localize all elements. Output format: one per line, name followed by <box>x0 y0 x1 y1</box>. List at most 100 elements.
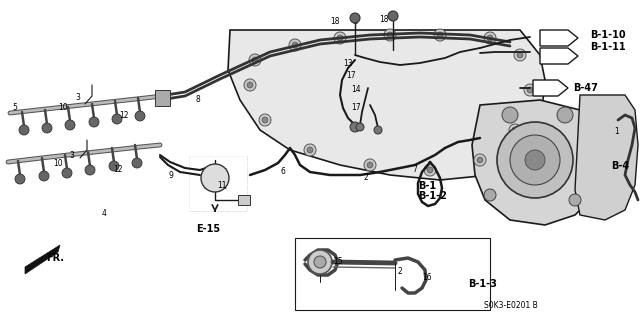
Circle shape <box>307 147 313 153</box>
Text: 6: 6 <box>280 167 285 176</box>
Circle shape <box>112 114 122 124</box>
Text: 14: 14 <box>351 85 361 94</box>
Text: B-1: B-1 <box>418 181 436 191</box>
Bar <box>295 238 490 310</box>
Circle shape <box>135 111 145 121</box>
Text: 18: 18 <box>380 16 388 25</box>
Text: 2: 2 <box>364 174 369 182</box>
Text: 8: 8 <box>196 95 200 105</box>
Circle shape <box>89 117 99 127</box>
Circle shape <box>527 87 533 93</box>
Circle shape <box>388 11 398 21</box>
Text: 17: 17 <box>346 70 356 79</box>
Circle shape <box>374 126 382 134</box>
Circle shape <box>510 135 560 185</box>
Text: S0K3-E0201 B: S0K3-E0201 B <box>484 300 538 309</box>
Text: E-15: E-15 <box>196 224 220 234</box>
Text: 10: 10 <box>58 103 68 113</box>
Circle shape <box>424 164 436 176</box>
Circle shape <box>524 84 536 96</box>
Text: 10: 10 <box>53 159 63 167</box>
Text: 17: 17 <box>351 102 361 112</box>
Text: 11: 11 <box>217 181 227 189</box>
Circle shape <box>39 171 49 181</box>
Text: 1: 1 <box>614 127 620 136</box>
Text: 18: 18 <box>330 18 340 26</box>
Polygon shape <box>472 100 605 225</box>
Bar <box>188 155 246 210</box>
Circle shape <box>314 256 326 268</box>
Text: B-1-3: B-1-3 <box>468 279 497 289</box>
Circle shape <box>427 167 433 173</box>
Circle shape <box>512 127 518 133</box>
Circle shape <box>487 35 493 41</box>
Circle shape <box>434 29 446 41</box>
Circle shape <box>109 161 119 171</box>
Text: B-47: B-47 <box>573 83 598 93</box>
Circle shape <box>244 79 256 91</box>
Circle shape <box>292 42 298 48</box>
Text: 15: 15 <box>333 257 343 266</box>
Circle shape <box>85 165 95 175</box>
Circle shape <box>249 54 261 66</box>
Text: 2: 2 <box>397 268 403 277</box>
Circle shape <box>252 57 258 63</box>
Text: 13: 13 <box>343 58 353 68</box>
Circle shape <box>15 174 25 184</box>
Bar <box>155 90 170 106</box>
Polygon shape <box>25 245 60 274</box>
Bar <box>188 155 246 210</box>
Polygon shape <box>228 30 545 180</box>
Circle shape <box>474 154 486 166</box>
Text: 7: 7 <box>413 166 417 174</box>
Circle shape <box>387 32 393 38</box>
Polygon shape <box>575 95 638 220</box>
Polygon shape <box>540 30 578 46</box>
Circle shape <box>42 123 52 133</box>
Circle shape <box>350 122 360 132</box>
Circle shape <box>497 122 573 198</box>
Text: B-1-2: B-1-2 <box>418 191 447 201</box>
Circle shape <box>514 49 526 61</box>
Circle shape <box>384 29 396 41</box>
Circle shape <box>484 32 496 44</box>
Bar <box>238 195 250 205</box>
Circle shape <box>259 114 271 126</box>
Circle shape <box>477 157 483 163</box>
Bar <box>188 155 246 210</box>
Circle shape <box>509 124 521 136</box>
Circle shape <box>517 52 523 58</box>
Circle shape <box>569 194 581 206</box>
Circle shape <box>289 39 301 51</box>
Circle shape <box>65 120 75 130</box>
Circle shape <box>367 162 373 168</box>
Polygon shape <box>533 80 568 96</box>
Circle shape <box>308 250 332 274</box>
Circle shape <box>525 150 545 170</box>
Text: B-1-10: B-1-10 <box>590 30 626 40</box>
Circle shape <box>19 125 29 135</box>
Circle shape <box>484 189 496 201</box>
Circle shape <box>364 159 376 171</box>
Circle shape <box>262 117 268 123</box>
Text: B-4: B-4 <box>611 161 629 171</box>
Circle shape <box>437 32 443 38</box>
Circle shape <box>304 144 316 156</box>
Text: B-1-11: B-1-11 <box>590 42 626 52</box>
Text: 3: 3 <box>70 151 74 160</box>
Circle shape <box>502 107 518 123</box>
Circle shape <box>356 123 364 131</box>
Circle shape <box>62 168 72 178</box>
Polygon shape <box>540 48 578 64</box>
Text: 9: 9 <box>168 172 173 181</box>
Text: 3: 3 <box>76 93 81 102</box>
Circle shape <box>334 32 346 44</box>
Text: 5: 5 <box>13 102 17 112</box>
Circle shape <box>247 82 253 88</box>
Text: 12: 12 <box>113 166 123 174</box>
Circle shape <box>350 13 360 23</box>
Text: 16: 16 <box>422 273 432 283</box>
Text: 12: 12 <box>119 112 129 121</box>
Circle shape <box>201 164 229 192</box>
Circle shape <box>132 158 142 168</box>
